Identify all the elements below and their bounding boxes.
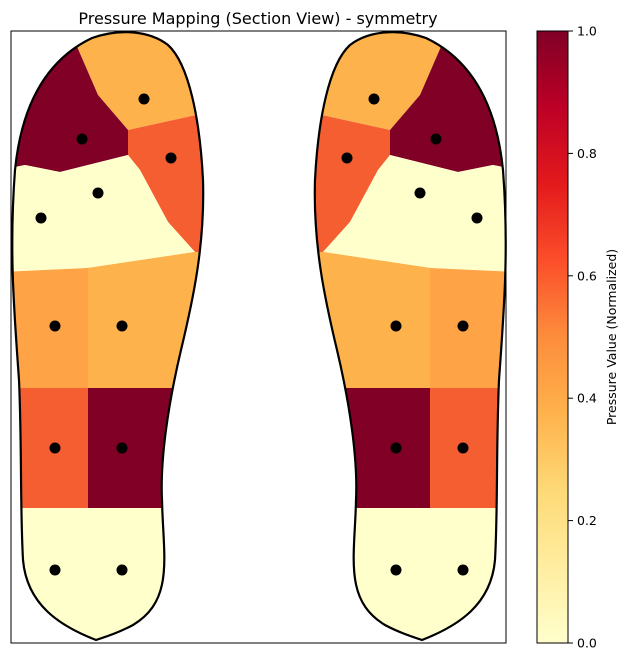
colorbar-ticks: 0.0 0.2 0.4 0.6 0.8 1.0 <box>568 24 597 651</box>
right-sensor-point-10 <box>457 564 469 576</box>
left-sensor-point-3 <box>165 152 177 164</box>
region-meta-inner <box>323 155 506 272</box>
right-sensor-point-2 <box>430 133 442 145</box>
colorbar-tick-label: 0.0 <box>577 636 597 651</box>
left-sensor-point-4 <box>92 187 104 199</box>
colorbar-tick-label: 0.6 <box>577 268 597 283</box>
colorbar-label: Pressure Value (Normalized) <box>604 249 619 425</box>
region-toe-outer <box>314 32 506 130</box>
left-sensor-point-2 <box>76 133 88 145</box>
right-sensor-point-6 <box>457 320 469 332</box>
region-toe-outer <box>12 32 204 130</box>
right-sensor-point-5 <box>471 212 483 224</box>
right-sensor-points <box>341 93 483 576</box>
left-sensor-point-10 <box>49 564 61 576</box>
colorbar-tick-label: 1.0 <box>577 24 597 39</box>
left-sensor-point-5 <box>35 212 47 224</box>
left-sensor-point-9 <box>116 442 128 454</box>
right-sensor-point-1 <box>368 93 380 105</box>
left-sensor-points <box>35 93 177 576</box>
right-sensor-point-7 <box>390 320 402 332</box>
chart-title: Pressure Mapping (Section View) - symmet… <box>78 9 437 28</box>
region-meta-outer <box>314 112 390 260</box>
right-sensor-point-11 <box>390 564 402 576</box>
region-meta-outer <box>128 112 204 260</box>
right-sensor-point-3 <box>341 152 353 164</box>
left-sensor-point-6 <box>49 320 61 332</box>
right-sensor-point-8 <box>457 442 469 454</box>
left-foot-outline <box>11 31 205 642</box>
right-sensor-point-4 <box>414 187 426 199</box>
right-foot-outline <box>313 31 507 642</box>
left-sensor-point-7 <box>116 320 128 332</box>
colorbar-tick-label: 0.2 <box>577 513 597 528</box>
left-sensor-point-11 <box>116 564 128 576</box>
colorbar-tick-label: 0.4 <box>577 391 597 406</box>
region-meta-inner <box>12 155 195 272</box>
colorbar <box>536 30 569 644</box>
plot-frame <box>10 30 507 644</box>
colorbar-tick-label: 0.8 <box>577 146 597 161</box>
left-sensor-point-8 <box>49 442 61 454</box>
right-sensor-point-9 <box>390 442 402 454</box>
left-sensor-point-1 <box>138 93 150 105</box>
